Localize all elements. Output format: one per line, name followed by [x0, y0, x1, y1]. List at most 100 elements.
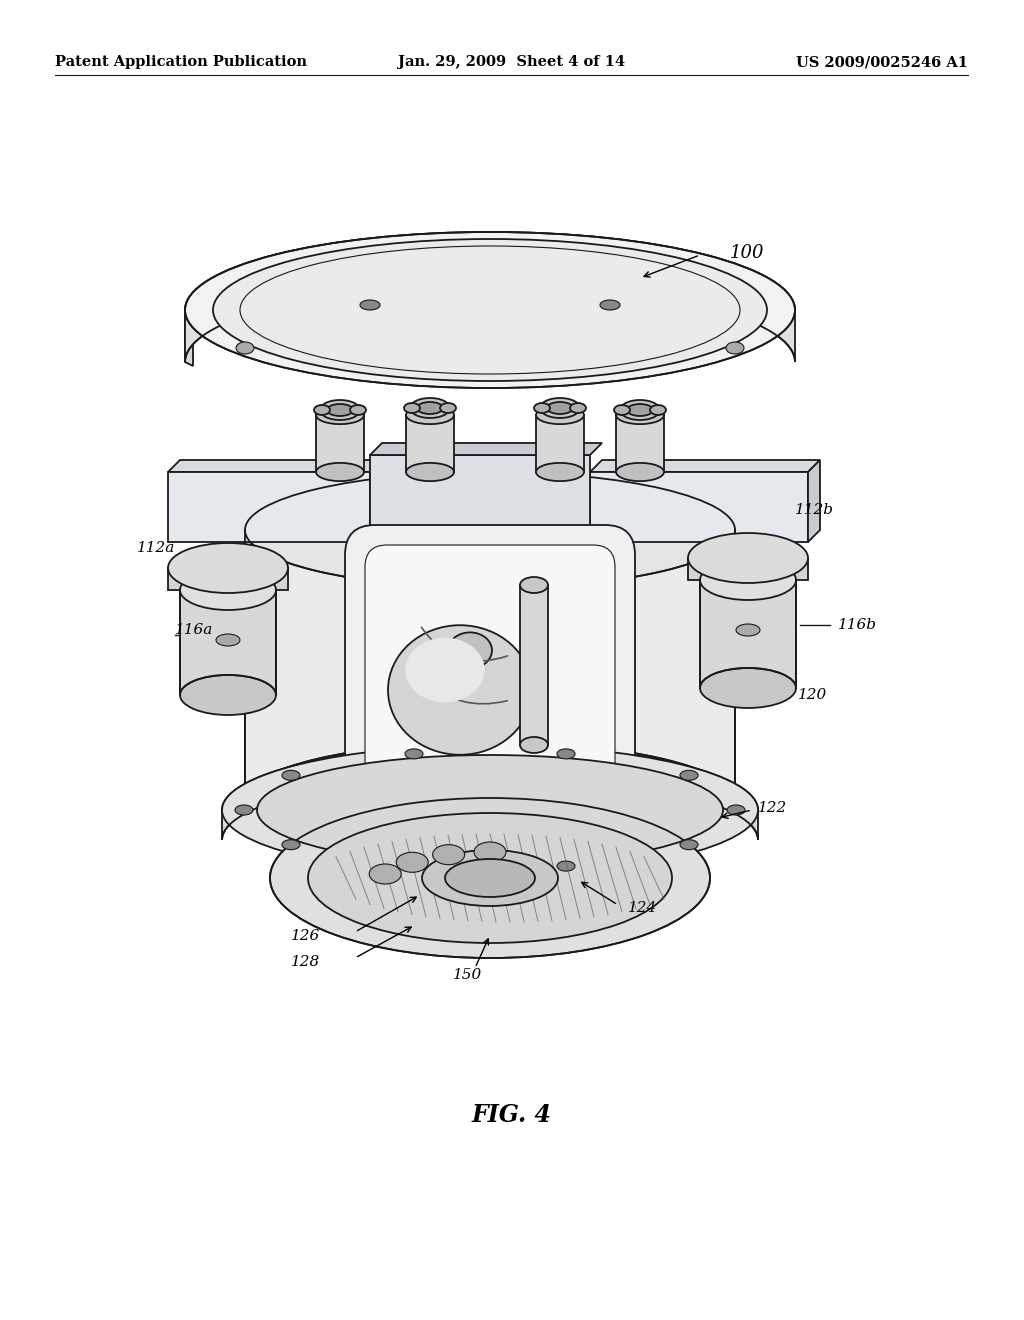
Ellipse shape	[727, 805, 745, 814]
Ellipse shape	[449, 632, 492, 668]
Ellipse shape	[417, 403, 443, 414]
Ellipse shape	[547, 403, 573, 414]
Text: 120: 120	[798, 688, 827, 702]
Ellipse shape	[180, 570, 276, 610]
Ellipse shape	[680, 771, 698, 780]
Text: 128: 128	[291, 954, 319, 969]
Text: 112b: 112b	[795, 503, 834, 517]
Ellipse shape	[614, 405, 630, 414]
Text: 116a: 116a	[175, 623, 213, 638]
Ellipse shape	[360, 300, 380, 310]
Ellipse shape	[520, 577, 548, 593]
Bar	[616, 414, 664, 473]
Ellipse shape	[213, 239, 767, 381]
Polygon shape	[185, 232, 795, 362]
Ellipse shape	[557, 748, 575, 759]
Ellipse shape	[168, 543, 288, 593]
Ellipse shape	[440, 403, 456, 413]
Ellipse shape	[316, 405, 364, 424]
Ellipse shape	[726, 342, 744, 354]
Ellipse shape	[534, 403, 550, 413]
Ellipse shape	[282, 840, 300, 850]
FancyBboxPatch shape	[365, 545, 615, 785]
Ellipse shape	[406, 405, 454, 424]
Ellipse shape	[327, 404, 353, 416]
Ellipse shape	[222, 744, 758, 875]
Ellipse shape	[474, 842, 506, 862]
FancyBboxPatch shape	[345, 525, 635, 805]
Text: 100: 100	[730, 244, 765, 261]
Ellipse shape	[620, 400, 660, 420]
Ellipse shape	[404, 861, 423, 871]
Polygon shape	[490, 473, 735, 858]
Text: US 2009/0025246 A1: US 2009/0025246 A1	[796, 55, 968, 69]
Text: Patent Application Publication: Patent Application Publication	[55, 55, 307, 69]
Ellipse shape	[216, 634, 240, 645]
Ellipse shape	[445, 859, 535, 898]
Polygon shape	[590, 473, 808, 543]
Ellipse shape	[650, 405, 666, 414]
Bar	[406, 414, 454, 473]
Text: Jan. 29, 2009  Sheet 4 of 14: Jan. 29, 2009 Sheet 4 of 14	[398, 55, 626, 69]
Bar	[316, 414, 364, 473]
Ellipse shape	[316, 463, 364, 480]
Polygon shape	[590, 459, 820, 473]
Text: 126: 126	[291, 929, 319, 942]
Ellipse shape	[396, 853, 428, 873]
Ellipse shape	[570, 403, 586, 413]
Ellipse shape	[308, 813, 672, 942]
Ellipse shape	[282, 771, 300, 780]
Text: 150: 150	[454, 968, 482, 982]
Ellipse shape	[185, 232, 795, 388]
Bar	[536, 414, 584, 473]
Polygon shape	[168, 473, 370, 543]
Ellipse shape	[422, 850, 558, 906]
Ellipse shape	[410, 399, 450, 418]
Bar	[700, 579, 796, 688]
Polygon shape	[168, 459, 382, 473]
Ellipse shape	[370, 865, 401, 884]
Bar	[520, 585, 548, 744]
Ellipse shape	[616, 463, 664, 480]
Text: 124: 124	[628, 902, 657, 915]
Ellipse shape	[688, 533, 808, 583]
Ellipse shape	[700, 668, 796, 708]
Text: 112a: 112a	[136, 541, 175, 554]
Polygon shape	[185, 310, 193, 366]
Ellipse shape	[536, 405, 584, 424]
Ellipse shape	[245, 473, 735, 587]
Ellipse shape	[404, 403, 420, 413]
Ellipse shape	[700, 560, 796, 601]
Ellipse shape	[736, 624, 760, 636]
Ellipse shape	[536, 463, 584, 480]
Ellipse shape	[406, 638, 484, 702]
Ellipse shape	[540, 399, 580, 418]
Ellipse shape	[616, 405, 664, 424]
Ellipse shape	[557, 861, 575, 871]
Ellipse shape	[234, 805, 253, 814]
Ellipse shape	[314, 405, 330, 414]
Polygon shape	[370, 455, 590, 543]
Ellipse shape	[180, 675, 276, 715]
Bar	[688, 558, 808, 579]
Ellipse shape	[236, 342, 254, 354]
Ellipse shape	[388, 626, 532, 755]
Ellipse shape	[350, 405, 366, 414]
Polygon shape	[245, 531, 735, 800]
Text: FIG. 4: FIG. 4	[472, 1104, 552, 1127]
Ellipse shape	[319, 400, 360, 420]
Polygon shape	[222, 744, 758, 840]
Ellipse shape	[404, 748, 423, 759]
Polygon shape	[808, 459, 820, 543]
Text: 116b: 116b	[838, 618, 877, 632]
Ellipse shape	[270, 799, 710, 958]
Ellipse shape	[520, 737, 548, 752]
Polygon shape	[370, 444, 602, 455]
Ellipse shape	[627, 404, 653, 416]
Bar	[180, 590, 276, 696]
Text: 122: 122	[758, 801, 787, 814]
Ellipse shape	[406, 463, 454, 480]
Ellipse shape	[257, 755, 723, 865]
Ellipse shape	[600, 300, 620, 310]
Bar	[168, 568, 288, 590]
